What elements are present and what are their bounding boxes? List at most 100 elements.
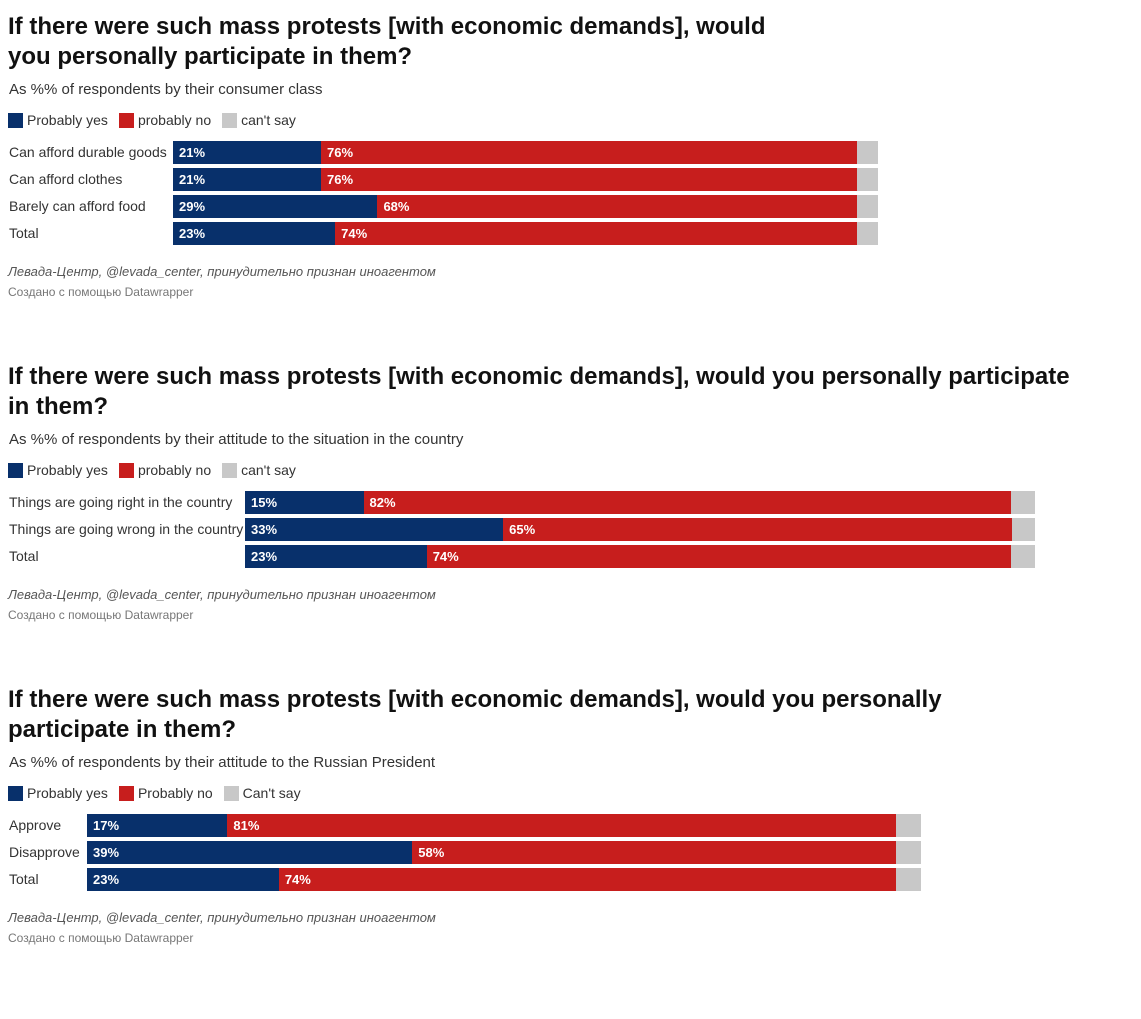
bar-segment-no: 68% [377, 195, 857, 218]
bar-segment-cant-say [856, 141, 878, 164]
bar-segment-no: 82% [363, 491, 1012, 514]
legend-swatch-cant-say [222, 112, 238, 128]
chart-president-attitude: If there were such mass protests [with e… [8, 685, 948, 945]
chart-credit: Создано с помощью Datawrapper [8, 608, 194, 622]
legend-item-cant-say: can't say [222, 112, 296, 128]
category-label: Can afford clothes [9, 171, 123, 187]
data-label: 23% [251, 549, 278, 564]
data-label: 76% [327, 145, 354, 160]
data-label: 17% [93, 818, 120, 833]
stacked-bar: 21% 76% [173, 168, 878, 191]
bar-row: Disapprove 39% 58% [8, 841, 948, 868]
category-label: Things are going wrong in the country [9, 521, 244, 537]
legend-swatch-no [118, 112, 134, 128]
bar-segment-yes: 23% [173, 222, 336, 245]
data-label: 15% [251, 495, 278, 510]
bar-rows: Approve 17% 81% Disapprove 39% 58% Total 23% 74% [8, 814, 948, 895]
bar-segment-yes: 15% [245, 491, 364, 514]
bar-row: Total 23% 74% [8, 222, 878, 249]
bar-segment-cant-say [895, 868, 921, 891]
chart-title: If there were such mass protests [with e… [8, 13, 766, 70]
bar-rows: Things are going right in the country 15%… [8, 491, 1088, 572]
data-label: 23% [93, 872, 120, 887]
legend-label-cant-say: can't say [241, 112, 296, 128]
bar-segment-no: 74% [426, 545, 1012, 568]
legend-item-cant-say: can't say [222, 462, 296, 478]
chart-title: If there were such mass protests [with e… [8, 686, 942, 743]
chart-legend: Probably yes Probably no Can't say [8, 784, 948, 802]
bar-segment-no: 76% [321, 168, 857, 191]
chart-legend: Probably yes probably no can't say [8, 461, 1088, 479]
category-label: Things are going right in the country [9, 494, 233, 510]
legend-swatch-no [118, 462, 134, 478]
legend-item-no: probably no [118, 462, 211, 478]
category-label: Approve [9, 817, 62, 833]
chart-subtitle: As %% of respondents by their consumer c… [9, 81, 323, 98]
bar-segment-yes: 21% [173, 168, 322, 191]
bar-segment-yes: 29% [173, 195, 378, 218]
bar-segment-yes: 21% [173, 141, 322, 164]
category-label: Can afford durable goods [9, 144, 167, 160]
category-label: Disapprove [9, 844, 80, 860]
legend-swatch-yes [8, 112, 23, 128]
bar-row: Total 23% 74% [8, 545, 1088, 572]
chart-consumer-class: If there were such mass protests [with e… [8, 12, 878, 299]
data-label: 33% [251, 522, 278, 537]
bar-segment-cant-say [856, 222, 878, 245]
stacked-bar: 23% 74% [87, 868, 921, 891]
stacked-bar: 15% 82% [245, 491, 1035, 514]
bar-row: Barely can afford food 29% 68% [8, 195, 878, 222]
bar-segment-cant-say [856, 195, 878, 218]
data-label: 21% [179, 145, 206, 160]
data-label: 58% [418, 845, 445, 860]
bar-segment-yes: 23% [87, 868, 279, 891]
bar-row: Things are going wrong in the country 33%… [8, 518, 1088, 545]
data-label: 39% [93, 845, 120, 860]
chart-source: Левада-Центр, @levada_center, принудител… [8, 587, 436, 602]
stacked-bar: 23% 74% [245, 545, 1035, 568]
data-label: 76% [327, 172, 354, 187]
legend-item-no: probably no [118, 112, 212, 128]
legend-label-no: Probably no [137, 785, 213, 801]
stacked-bar: 21% 76% [173, 141, 878, 164]
chart-subtitle: As %% of respondents by their attitude t… [9, 431, 464, 448]
legend-item-yes: Probably yes [8, 462, 108, 478]
data-label: 74% [432, 549, 459, 564]
legend-item-cant-say: Can't say [223, 785, 301, 801]
bar-row: Total 23% 74% [8, 868, 948, 895]
legend-label-no: probably no [137, 112, 212, 128]
bar-segment-cant-say [1011, 545, 1035, 568]
bar-segment-cant-say [896, 814, 921, 837]
bar-segment-yes: 17% [87, 814, 228, 837]
bar-segment-yes: 23% [245, 545, 427, 568]
chart-source: Левада-Центр, @levada_center, принудител… [8, 910, 436, 925]
stacked-bar: 23% 74% [173, 222, 878, 245]
chart-legend: Probably yes probably no can't say [8, 111, 808, 129]
bar-segment-cant-say [1011, 491, 1035, 514]
bar-segment-no: 74% [335, 222, 857, 245]
data-label: 82% [369, 495, 396, 510]
data-label: 23% [179, 226, 206, 241]
bar-segment-cant-say [856, 168, 878, 191]
data-label: 81% [233, 818, 260, 833]
bar-segment-yes: 39% [87, 841, 413, 864]
bar-segment-no: 58% [412, 841, 896, 864]
legend-swatch-yes [8, 785, 23, 801]
chart-title: If there were such mass protests [with e… [8, 363, 1070, 420]
stacked-bar: 33% 65% [245, 518, 1035, 541]
category-label: Total [9, 871, 39, 887]
data-label: 65% [509, 522, 536, 537]
chart-country-situation: If there were such mass protests [with e… [8, 362, 1088, 622]
bar-row: Things are going right in the country 15%… [8, 491, 1088, 518]
data-label: 74% [284, 872, 311, 887]
data-label: 74% [341, 226, 368, 241]
stacked-bar: 39% 58% [87, 841, 921, 864]
chart-credit: Создано с помощью Datawrapper [8, 285, 194, 299]
bar-segment-no: 74% [278, 868, 896, 891]
bar-segment-cant-say [895, 841, 921, 864]
legend-label-cant-say: Can't say [242, 785, 301, 801]
legend-swatch-yes [8, 462, 23, 478]
legend-label-cant-say: can't say [241, 462, 296, 478]
legend-label-yes: Probably yes [27, 112, 108, 128]
category-label: Barely can afford food [9, 198, 146, 214]
